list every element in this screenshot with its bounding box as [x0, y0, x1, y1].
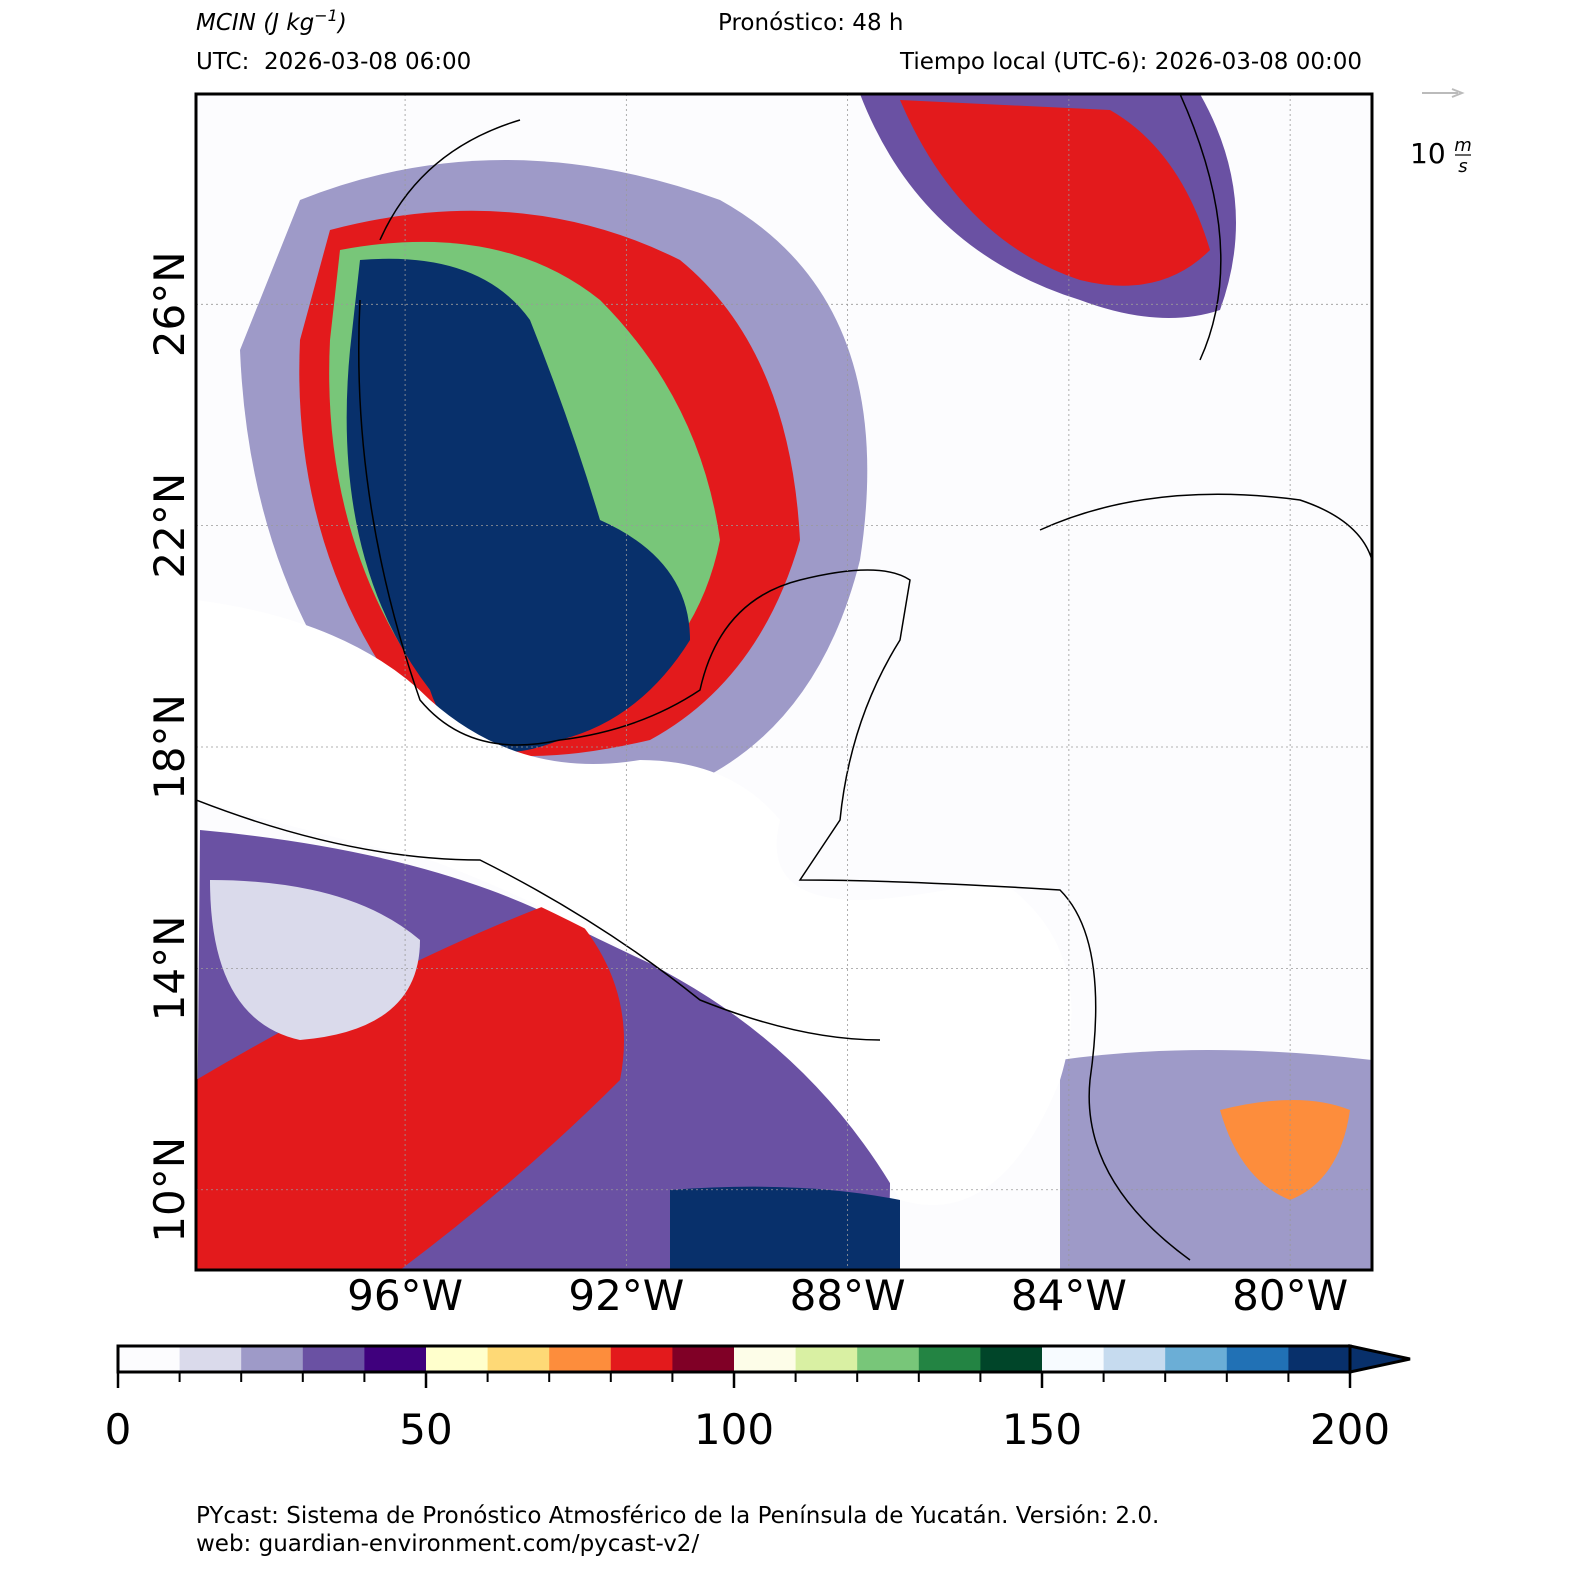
colorbar-tick-label: 50	[399, 1405, 452, 1454]
colorbar-segment	[980, 1346, 1043, 1372]
field-blob	[346, 258, 690, 753]
field-blob	[900, 100, 1210, 286]
wind-key-unit-top: m	[1454, 135, 1472, 156]
colorbar-segment	[118, 1346, 181, 1372]
colorbar-segment	[795, 1346, 858, 1372]
colorbar-segment	[364, 1346, 427, 1372]
wind-key-value: 10	[1410, 137, 1446, 170]
wind-key-unit-bottom: s	[1458, 156, 1467, 177]
field-blob	[196, 900, 624, 1270]
map-frame	[194, 92, 1374, 1272]
colorbar-segment	[734, 1346, 797, 1372]
field-blob	[210, 880, 420, 1040]
x-tick-label: 80°W	[1232, 1271, 1348, 1320]
x-tick-label: 88°W	[790, 1271, 906, 1320]
colorbar-segment	[610, 1346, 673, 1372]
title-exponent: −1	[314, 6, 338, 25]
y-tick-label: 22°N	[145, 473, 194, 579]
field-blob	[670, 1186, 900, 1270]
colorbar-segment	[487, 1346, 550, 1372]
colorbar-segment	[179, 1346, 242, 1372]
colorbar-segment	[672, 1346, 735, 1372]
colorbar-tick-label: 150	[1002, 1405, 1082, 1454]
colorbar-segment	[1165, 1346, 1228, 1372]
coastline	[196, 94, 1372, 1261]
map-field	[196, 94, 1372, 1270]
colorbar-extension	[1348, 1344, 1411, 1374]
footer-line: web: guardian-environment.com/pycast-v2/	[196, 1531, 699, 1557]
colorbar-tick-label: 100	[694, 1405, 774, 1454]
colorbar: 0 50 100 150 200	[105, 1344, 1411, 1454]
colorbar-tick-label: 200	[1310, 1405, 1390, 1454]
x-tick-label: 92°W	[568, 1271, 684, 1320]
footer-line: PYcast: Sistema de Pronóstico Atmosféric…	[196, 1503, 1159, 1529]
forecast: Pronóstico: 48 h	[718, 10, 903, 36]
x-tick-label: 84°W	[1011, 1271, 1127, 1320]
title-unit: (J kg	[263, 10, 314, 36]
colorbar-tick-label: 0	[105, 1405, 132, 1454]
colorbar-segment	[426, 1346, 489, 1372]
x-tick-label: 96°W	[347, 1271, 463, 1320]
colorbar-segment	[918, 1346, 981, 1372]
colorbar-segment	[1288, 1346, 1351, 1372]
graticule	[196, 94, 1372, 1270]
title: MCIN (J kg−1)	[196, 6, 347, 36]
y-tick-label: 18°N	[145, 694, 194, 800]
y-tick-label: 14°N	[145, 915, 194, 1021]
colorbar-segment	[1226, 1346, 1289, 1372]
colorbar-segment	[549, 1346, 612, 1372]
colorbar-segment	[1103, 1346, 1166, 1372]
colorbar-segment	[302, 1346, 365, 1372]
utc-time: UTC: 2026-03-08 06:00	[196, 49, 471, 75]
title-close: )	[336, 10, 347, 36]
y-tick-label: 26°N	[145, 251, 194, 357]
land-no-data	[196, 600, 1072, 1205]
colorbar-segment	[241, 1346, 304, 1372]
title-text: MCIN	[196, 10, 256, 36]
wind-key-arrowhead	[1451, 88, 1465, 98]
wind-key: 10 m s	[1410, 88, 1472, 177]
colorbar-segment	[1042, 1346, 1105, 1372]
local-time: Tiempo local (UTC-6): 2026-03-08 00:00	[899, 49, 1362, 75]
field-blob	[1220, 1100, 1350, 1200]
colorbar-segment	[857, 1346, 920, 1372]
y-tick-label: 10°N	[145, 1137, 194, 1243]
